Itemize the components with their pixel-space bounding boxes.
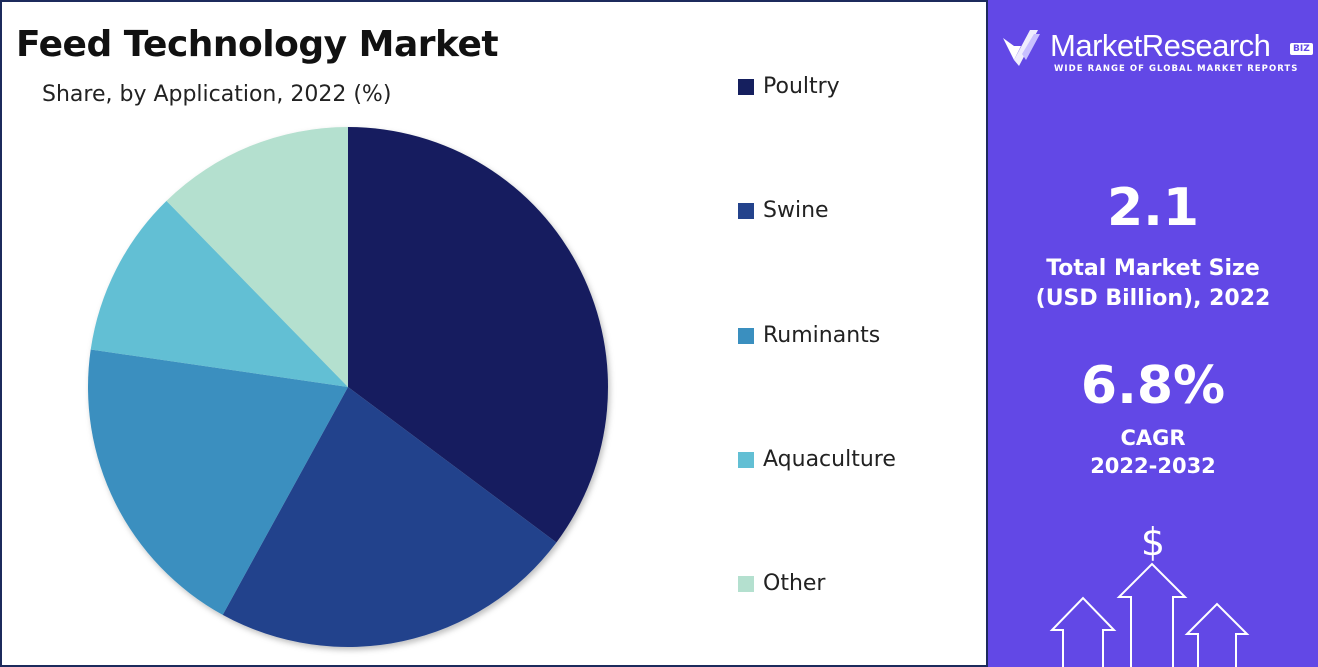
pie-slice-aquaculture — [90, 200, 349, 387]
logo-text: MarketResearch — [1050, 28, 1271, 63]
cagr-label: CAGR — [1120, 426, 1186, 450]
market-size-label-line1: Total Market Size — [1046, 256, 1260, 281]
pie-chart — [87, 127, 609, 648]
legend-item-swine: Swine — [738, 198, 829, 223]
legend-label: Other — [763, 571, 826, 596]
chart-subtitle: Share, by Application, 2022 (%) — [42, 82, 392, 107]
legend-label: Aquaculture — [763, 447, 896, 472]
market-size-label-line2: (USD Billion), 2022 — [1035, 286, 1271, 311]
legend-item-poultry: Poultry — [738, 74, 840, 99]
legend-item-other: Other — [738, 571, 825, 596]
legend-swatch — [738, 202, 754, 219]
chart-panel: Feed Technology Market Share, by Applica… — [0, 0, 988, 667]
legend-label: Poultry — [763, 74, 840, 99]
logo-badge: BIZ — [1290, 43, 1313, 55]
legend-item-aquaculture: Aquaculture — [738, 447, 896, 472]
legend-label: Swine — [763, 198, 829, 223]
dollar-icon: $ — [1140, 520, 1166, 564]
legend-swatch — [738, 575, 754, 592]
market-size-value: 2.1 — [1106, 178, 1200, 238]
growth-arrows-icon — [1049, 562, 1250, 667]
pie-slice-swine — [222, 387, 557, 648]
legend-label: Ruminants — [763, 323, 881, 348]
legend-swatch — [738, 451, 754, 468]
cagr-period: 2022-2032 — [1090, 454, 1216, 478]
legend-swatch — [738, 327, 754, 344]
logo-tagline: WIDE RANGE OF GLOBAL MARKET REPORTS — [1054, 64, 1299, 74]
chart-title: Feed Technology Market — [16, 24, 499, 65]
legend-item-ruminants: Ruminants — [738, 323, 880, 348]
pie-slice-other — [166, 127, 348, 387]
pie-slice-ruminants — [87, 349, 348, 615]
legend-swatch — [738, 78, 754, 95]
logo-check-icon — [1003, 30, 1040, 66]
brand-logo: MarketResearch BIZ WIDE RANGE OF GLOBAL … — [1000, 24, 1316, 74]
pie-slice-poultry — [348, 127, 609, 543]
side-panel: MarketResearch BIZ WIDE RANGE OF GLOBAL … — [988, 0, 1318, 667]
cagr-value: 6.8% — [1080, 356, 1226, 416]
